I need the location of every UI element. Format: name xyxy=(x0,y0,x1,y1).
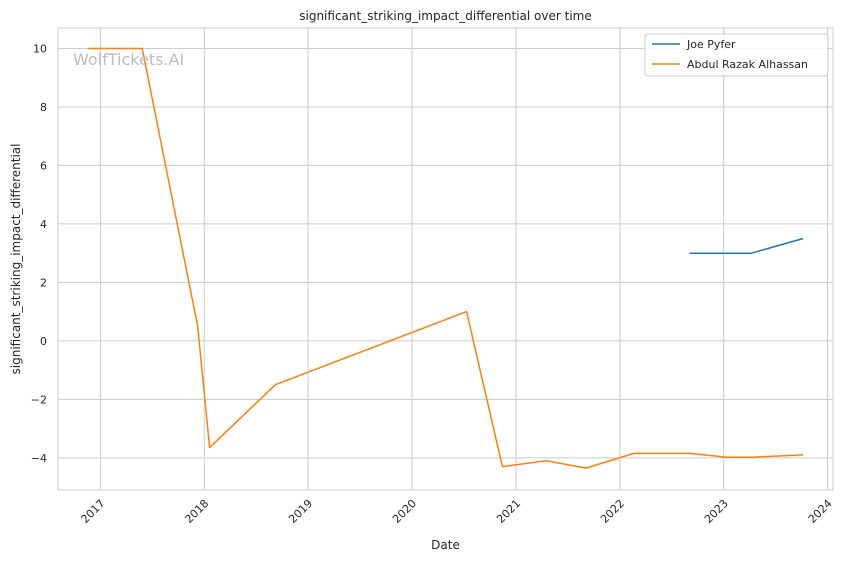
y-tick-label: 0 xyxy=(40,335,47,348)
series-line-joe-pyfer xyxy=(689,237,804,254)
x-tick-label: 2021 xyxy=(494,497,523,526)
series-line-abdul-razak-alhassan xyxy=(88,47,804,469)
x-tick-label: 2018 xyxy=(182,497,211,526)
y-tick-label: 4 xyxy=(40,218,47,231)
watermark-text: WolfTickets.AI xyxy=(73,50,184,69)
y-tick-label: 6 xyxy=(40,159,47,172)
x-tick-label: 2020 xyxy=(390,497,419,526)
x-tick-label: 2019 xyxy=(286,497,315,526)
chart-title: significant_striking_impact_differential… xyxy=(299,9,591,23)
plot-frame xyxy=(57,27,834,491)
legend: Joe Pyfer Abdul Razak Alhassan xyxy=(644,33,829,77)
legend-label-joe-pyfer: Joe Pyfer xyxy=(686,38,736,51)
y-tick-labels: −4 −2 0 2 4 6 8 10 xyxy=(31,42,47,464)
legend-label-abdul-razak-alhassan: Abdul Razak Alhassan xyxy=(687,58,808,71)
x-axis-title: Date xyxy=(431,538,460,552)
x-tick-label: 2022 xyxy=(598,497,627,526)
x-tick-label: 2017 xyxy=(79,497,108,526)
y-tick-label: −2 xyxy=(31,393,47,406)
gridlines xyxy=(58,28,833,490)
y-axis-title: significant_striking_impact_differential xyxy=(9,144,23,375)
y-tick-label: 10 xyxy=(33,42,47,55)
x-tick-label: 2024 xyxy=(806,497,835,526)
x-tick-labels: 2017 2018 2019 2020 2021 2022 2023 2024 xyxy=(79,497,835,526)
legend-box xyxy=(644,33,829,77)
x-tick-label: 2023 xyxy=(702,497,731,526)
y-tick-label: −4 xyxy=(31,452,47,465)
y-tick-label: 8 xyxy=(40,101,47,114)
y-tick-label: 2 xyxy=(40,276,47,289)
series-lines xyxy=(88,47,804,469)
